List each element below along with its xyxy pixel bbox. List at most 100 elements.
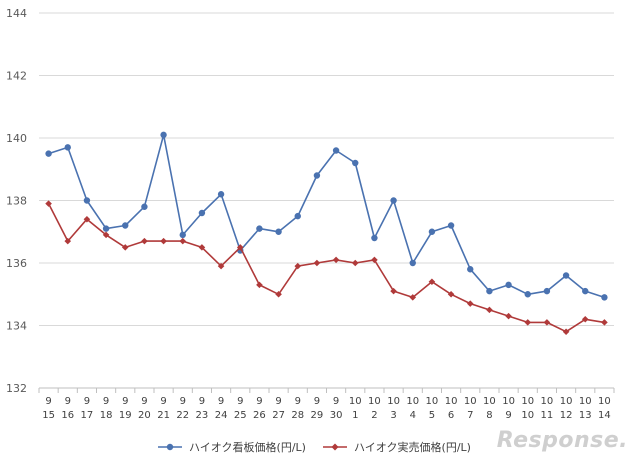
x-tick-month: 10 xyxy=(502,396,515,407)
x-tick-day: 28 xyxy=(291,410,304,421)
x-tick-day: 29 xyxy=(311,410,324,421)
series-0-point xyxy=(102,225,110,232)
series-1-point xyxy=(447,290,455,298)
x-tick-day: 19 xyxy=(119,410,132,421)
x-tick-day: 2 xyxy=(371,410,377,421)
series-0-point xyxy=(582,287,589,295)
series-0-point xyxy=(141,203,148,210)
x-tick-month: 9 xyxy=(314,396,320,407)
x-tick-month: 9 xyxy=(122,396,128,407)
legend-label-haioku-jitsubai: ハイオク実売価格(円/L) xyxy=(354,440,471,454)
x-tick-month: 10 xyxy=(560,396,573,407)
series-0-point xyxy=(352,159,359,167)
series-1-point xyxy=(179,237,187,245)
series-1-point xyxy=(409,294,417,301)
x-tick-month: 10 xyxy=(406,396,419,407)
series-1-point xyxy=(601,319,608,326)
x-tick-day: 24 xyxy=(215,410,228,421)
y-tick-label: 132 xyxy=(6,382,27,395)
series-0-point xyxy=(486,287,493,295)
x-tick-day: 15 xyxy=(42,410,55,421)
x-tick-day: 25 xyxy=(234,410,247,421)
x-tick-month: 10 xyxy=(598,396,611,407)
series-1-point xyxy=(217,262,225,270)
y-tick-label: 138 xyxy=(6,195,27,208)
series-1-point xyxy=(524,319,532,326)
series-0-point xyxy=(313,172,321,179)
x-tick-month: 10 xyxy=(445,396,458,407)
series-0-point xyxy=(390,197,397,204)
x-tick-month: 9 xyxy=(256,396,262,407)
x-tick-day: 6 xyxy=(448,410,454,421)
series-1-point xyxy=(543,319,551,326)
x-tick-day: 3 xyxy=(390,410,396,421)
x-tick-day: 1 xyxy=(352,410,358,421)
y-tick-label: 144 xyxy=(6,7,27,20)
x-tick-day: 9 xyxy=(505,410,511,421)
legend-label-haioku-kanban: ハイオク看板価格(円/L) xyxy=(189,440,306,454)
x-tick-month: 9 xyxy=(45,396,51,407)
series-1-point xyxy=(313,259,321,267)
x-tick-month: 9 xyxy=(295,396,301,407)
x-tick-month: 10 xyxy=(426,396,439,407)
series-layer xyxy=(45,131,608,336)
series-0-point xyxy=(160,131,167,139)
series-1-point xyxy=(45,200,52,207)
series-0-point xyxy=(505,281,512,289)
x-tick-month: 9 xyxy=(199,396,205,407)
x-tick-day: 23 xyxy=(196,410,209,421)
x-tick-month: 10 xyxy=(483,396,496,407)
series-0-point xyxy=(543,287,551,295)
axis-layer: 1321341361381401421449159169179189199209… xyxy=(6,7,615,421)
x-tick-month: 9 xyxy=(275,396,281,407)
x-tick-month: 9 xyxy=(141,396,147,407)
x-tick-day: 21 xyxy=(157,410,170,421)
series-0-point xyxy=(409,259,416,267)
series-1-point xyxy=(390,287,397,295)
legend-marker-haioku-jitsubai xyxy=(331,443,339,451)
x-tick-month: 10 xyxy=(541,396,554,407)
series-1-point xyxy=(505,312,512,320)
x-tick-day: 14 xyxy=(598,410,611,421)
x-tick-day: 12 xyxy=(560,410,573,421)
series-0-point xyxy=(294,212,301,220)
y-tick-label: 134 xyxy=(6,320,27,333)
series-0-point xyxy=(332,147,340,154)
x-tick-month: 10 xyxy=(579,396,592,407)
series-1-point xyxy=(236,244,244,251)
y-tick-label: 142 xyxy=(6,70,27,83)
x-tick-month: 10 xyxy=(464,396,477,407)
series-0-point xyxy=(524,291,531,298)
series-1-point xyxy=(332,256,340,264)
series-1-point xyxy=(198,244,206,251)
x-tick-day: 20 xyxy=(138,410,151,421)
x-tick-day: 27 xyxy=(272,410,285,421)
series-0-point xyxy=(179,231,186,239)
series-0-point xyxy=(83,197,91,204)
x-tick-month: 9 xyxy=(103,396,109,407)
legend-marker-haioku-kanban xyxy=(166,443,174,451)
series-1-point xyxy=(160,237,167,245)
x-tick-day: 5 xyxy=(429,410,435,421)
x-tick-day: 30 xyxy=(330,410,343,421)
series-1-point xyxy=(562,328,570,336)
x-tick-day: 10 xyxy=(521,410,534,421)
series-1-point xyxy=(64,237,72,245)
x-tick-month: 9 xyxy=(84,396,90,407)
x-tick-day: 17 xyxy=(81,410,94,421)
series-1-point xyxy=(102,231,110,239)
series-0-point xyxy=(122,222,129,229)
y-tick-label: 136 xyxy=(6,257,27,270)
x-tick-day: 22 xyxy=(176,410,189,421)
series-0-point xyxy=(562,272,570,279)
series-0-point xyxy=(275,228,282,235)
series-1-point xyxy=(294,262,302,270)
series-1-point xyxy=(581,315,589,323)
x-tick-day: 7 xyxy=(467,410,473,421)
series-1-point xyxy=(428,278,436,286)
series-0-point xyxy=(45,150,52,157)
series-1-point xyxy=(141,237,148,245)
x-tick-month: 10 xyxy=(387,396,400,407)
x-tick-day: 4 xyxy=(410,410,416,421)
